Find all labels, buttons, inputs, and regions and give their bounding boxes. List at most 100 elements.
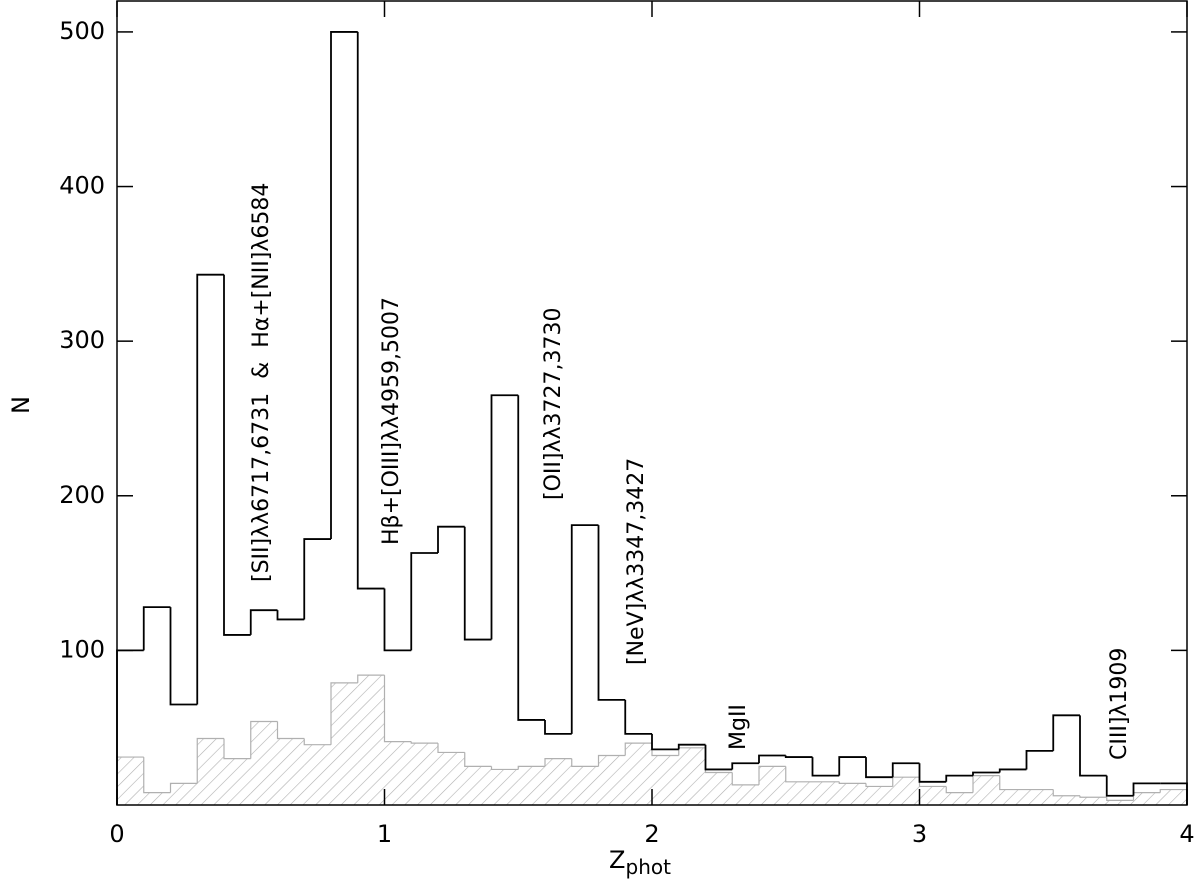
hatched-bar <box>732 784 759 805</box>
histogram-step <box>410 552 438 651</box>
hatched-bar <box>357 675 385 805</box>
histogram-step <box>330 31 358 540</box>
hatched-bar <box>304 744 331 805</box>
histogram-step <box>276 610 305 621</box>
hatched-bar <box>973 775 1000 805</box>
hatched-bar-outline <box>196 737 224 784</box>
histogram-step <box>223 274 251 636</box>
histogram-step <box>1132 782 1161 796</box>
hatched-bar-outline <box>330 682 358 745</box>
x-axis-label: Zphot <box>609 846 671 879</box>
hatched-bar-outline <box>785 766 813 783</box>
hatched-bar-outline <box>1079 795 1107 798</box>
hatched-bar-outline <box>624 742 652 756</box>
hatched-bar <box>1133 792 1161 805</box>
hatched-bar-outline <box>276 721 305 740</box>
histogram-step <box>624 699 652 735</box>
histogram-step <box>437 525 465 553</box>
hatched-bar <box>464 766 492 805</box>
hatched-bar <box>598 755 626 805</box>
histogram-step <box>784 755 813 758</box>
x-tick-label: 2 <box>644 820 659 848</box>
hatched-bar <box>652 755 679 805</box>
x-tick-label: 1 <box>377 820 392 848</box>
hatched-bar-outline <box>383 675 412 743</box>
hatched-bar <box>143 792 171 805</box>
histogram-step <box>677 743 706 750</box>
hatched-bar <box>571 766 599 805</box>
x-label-sub: phot <box>626 855 672 879</box>
histogram-step <box>490 394 519 640</box>
hatched-bar-outline <box>945 786 973 794</box>
hatched-bar-outline <box>1052 789 1080 797</box>
histogram-step <box>544 719 572 735</box>
histogram-step <box>1079 715 1107 777</box>
hatched-bar-outline <box>223 738 251 760</box>
hatched-bar-outline <box>517 765 545 770</box>
histogram-step <box>597 525 626 701</box>
histogram-step <box>356 31 385 590</box>
hatched-bar <box>1026 789 1054 805</box>
hatched-bar <box>785 781 813 805</box>
hatched-bar <box>919 786 947 805</box>
histogram-step <box>838 756 866 776</box>
hatched-bar-outline <box>357 674 385 683</box>
hatched-bar-outline <box>1106 797 1134 801</box>
histogram-step <box>169 607 198 706</box>
y-tick-label: 100 <box>59 635 105 663</box>
hatched-bar <box>331 682 358 805</box>
histogram-step <box>142 606 171 651</box>
histogram-step <box>972 771 1000 776</box>
hatched-bar <box>491 769 519 805</box>
y-tick-label: 200 <box>59 481 105 509</box>
hatched-bar-outline <box>437 743 465 754</box>
hatched-bar-outline <box>544 758 572 767</box>
hatched-bar <box>197 738 224 805</box>
y-tick-label: 400 <box>59 172 105 200</box>
hatched-bar <box>411 743 438 805</box>
plot-frame <box>116 0 1188 806</box>
hatched-bar <box>384 741 412 805</box>
x-tick-label: 0 <box>109 820 124 848</box>
histogram-step <box>731 762 759 770</box>
hatched-bar-outline <box>490 766 519 771</box>
hatched-bar <box>1080 797 1107 805</box>
x-tick-label: 3 <box>912 820 927 848</box>
hatched-bar <box>250 721 278 805</box>
hatched-bar <box>438 752 465 805</box>
y-tick-label: 300 <box>59 326 105 354</box>
histogram-step <box>196 273 224 705</box>
histogram-step <box>1052 714 1080 751</box>
histogram-step <box>704 744 733 771</box>
histogram-step <box>570 524 599 734</box>
hatched-bar <box>1053 795 1080 805</box>
hatched-bar <box>705 772 733 805</box>
histogram-step <box>383 588 412 652</box>
annotation: [NeV]λλ3347,3427 <box>624 458 649 665</box>
annotation: CIII]λ1909 <box>1107 648 1132 760</box>
histogram-step <box>998 768 1027 773</box>
hatched-bar <box>678 747 706 805</box>
hatched-bar <box>999 789 1027 805</box>
histogram-step <box>249 609 278 635</box>
hatched-bar <box>518 766 545 805</box>
y-tick-label: 500 <box>59 17 105 45</box>
hatched-bar <box>545 758 572 805</box>
histogram-step <box>918 763 947 783</box>
hatched-bar-outline <box>169 782 198 793</box>
histogram-step <box>865 757 893 779</box>
hatched-bar <box>759 766 786 805</box>
hatched-bar <box>1106 800 1134 805</box>
hatched-bar-outline <box>999 775 1027 791</box>
histogram-step <box>758 754 786 764</box>
hatched-bar <box>277 738 305 805</box>
y-axis-label: N <box>7 396 35 414</box>
hatched-bar <box>892 777 920 805</box>
hatched-bar <box>625 743 652 805</box>
histogram-step <box>945 774 973 782</box>
hatched-bar-outline <box>838 781 866 784</box>
annotation: [SII]λλ6717,6731 & Hα+[NII]λ6584 <box>249 183 274 582</box>
histogram-step <box>811 757 840 777</box>
histogram-step <box>463 526 492 641</box>
